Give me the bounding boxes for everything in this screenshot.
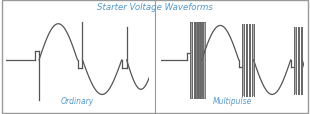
Text: Multipulse: Multipulse — [213, 96, 252, 105]
Text: Starter Voltage Waveforms: Starter Voltage Waveforms — [97, 3, 213, 12]
Text: Ordinary: Ordinary — [61, 96, 94, 105]
